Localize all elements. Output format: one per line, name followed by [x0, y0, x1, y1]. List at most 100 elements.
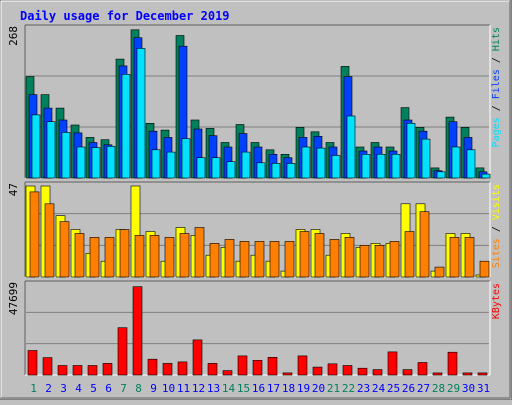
bar-sites-day-14: [224, 239, 235, 278]
x-tick-label-day-16: 16: [252, 382, 265, 395]
bar-pages-day-16: [256, 162, 266, 179]
bar-sites-day-23: [359, 245, 370, 278]
x-tick-label-day-7: 7: [120, 382, 127, 395]
x-axis-day-labels: 1 2 3 4 5 6 7 8 9 10 11 12 13 14 15 16 17 18 19 20 21 22 23 24 2…: [30, 382, 490, 395]
bar-kbytes-day-6: [102, 363, 113, 376]
bar-kbytes-day-30: [462, 372, 473, 376]
bar-pages-day-6: [106, 146, 116, 179]
chart-title: Daily usage for December 2019: [20, 9, 230, 23]
right-legend-label: Sites / Visits: [491, 184, 502, 268]
y-max-label: 47699: [7, 282, 20, 315]
bar-kbytes-day-12: [192, 339, 203, 376]
legend-sites: Sites: [491, 238, 502, 268]
bar-kbytes-day-13: [207, 363, 218, 376]
bar-kbytes-day-7: [117, 327, 128, 376]
bar-kbytes-day-1: [27, 350, 38, 376]
x-tick-label-day-2: 2: [45, 382, 52, 395]
bar-sites-day-3: [59, 221, 70, 278]
bar-sites-day-2: [44, 203, 55, 278]
bar-kbytes-day-4: [72, 365, 83, 376]
x-tick-label-day-13: 13: [207, 382, 220, 395]
bar-kbytes-day-31: [477, 372, 488, 376]
bar-sites-day-25: [389, 241, 400, 278]
x-tick-label-day-3: 3: [60, 382, 67, 395]
bar-sites-day-17: [269, 241, 280, 278]
bar-pages-day-11: [181, 138, 191, 179]
bar-kbytes-day-21: [327, 363, 338, 376]
x-tick-label-day-22: 22: [342, 382, 355, 395]
right-legend-label: KBytes: [491, 283, 502, 319]
x-tick-label-day-28: 28: [432, 382, 445, 395]
bar-kbytes-day-8: [132, 286, 143, 376]
x-tick-label-day-18: 18: [282, 382, 295, 395]
panel-kbytes: 47699 KBytes: [7, 280, 502, 376]
bar-pages-day-15: [241, 151, 251, 179]
x-tick-label-day-25: 25: [387, 382, 400, 395]
x-tick-label-day-14: 14: [222, 382, 236, 395]
bar-sites-day-1: [29, 191, 40, 278]
x-tick-label-day-30: 30: [462, 382, 475, 395]
x-tick-label-day-29: 29: [447, 382, 460, 395]
bar-kbytes-day-18: [282, 372, 293, 376]
x-tick-label-day-8: 8: [135, 382, 142, 395]
bar-pages-day-4: [76, 146, 86, 179]
bar-pages-day-2: [46, 121, 56, 179]
x-tick-label-day-6: 6: [105, 382, 112, 395]
bar-pages-day-26: [406, 123, 416, 179]
bar-pages-day-12: [196, 157, 206, 179]
bar-kbytes-day-19: [297, 355, 308, 376]
bar-pages-day-9: [151, 149, 161, 179]
x-tick-label-day-10: 10: [162, 382, 175, 395]
legend-separator: /: [491, 51, 502, 69]
x-tick-label-day-20: 20: [312, 382, 325, 395]
panel-hits-files-pages: 268 Pages / Files / Hits: [7, 24, 502, 179]
bar-sites-day-21: [329, 239, 340, 278]
x-tick-label-day-19: 19: [297, 382, 310, 395]
x-tick-label-day-23: 23: [357, 382, 370, 395]
bar-pages-day-19: [301, 146, 311, 179]
x-tick-label-day-1: 1: [30, 382, 37, 395]
bar-sites-day-12: [194, 227, 205, 278]
x-tick-label-day-31: 31: [477, 382, 490, 395]
bar-kbytes-day-15: [237, 355, 248, 376]
panel-background: [25, 281, 490, 375]
bar-kbytes-day-9: [147, 358, 158, 376]
legend-visits: Visits: [491, 184, 502, 220]
bar-pages-day-27: [421, 138, 431, 179]
bar-sites-day-29: [449, 237, 460, 278]
bar-kbytes-day-10: [162, 363, 173, 376]
legend-files: Files: [491, 69, 502, 99]
legend-separator: /: [491, 99, 502, 117]
legend-hits: Hits: [491, 27, 502, 51]
bar-pages-day-13: [211, 157, 221, 179]
x-tick-label-day-9: 9: [150, 382, 157, 395]
bar-kbytes-day-16: [252, 359, 263, 376]
bar-pages-day-22: [346, 115, 356, 179]
bar-sites-day-22: [344, 237, 355, 278]
bar-pages-day-1: [31, 114, 41, 179]
bar-sites-day-13: [209, 243, 220, 278]
bar-sites-day-7: [119, 229, 130, 278]
bar-pages-day-24: [376, 154, 386, 179]
legend-separator: /: [491, 220, 502, 238]
bar-sites-day-24: [374, 245, 385, 278]
bar-pages-day-18: [286, 163, 296, 179]
bar-sites-day-18: [284, 241, 295, 278]
bar-kbytes-day-14: [222, 370, 233, 376]
bar-pages-day-23: [361, 154, 371, 179]
bar-kbytes-day-28: [432, 372, 443, 376]
bar-sites-day-10: [164, 237, 175, 278]
panel-visits-sites: 47 Sites / Visits: [7, 181, 502, 278]
bar-pages-day-17: [271, 163, 281, 179]
bar-pages-day-3: [61, 132, 71, 179]
x-tick-label-day-4: 4: [75, 382, 82, 395]
y-max-label: 47: [7, 183, 20, 196]
bar-sites-day-30: [464, 237, 475, 278]
right-legend-label: Pages / Files / Hits: [491, 27, 502, 147]
bar-kbytes-day-29: [447, 351, 458, 376]
x-tick-label-day-5: 5: [90, 382, 97, 395]
bar-pages-day-20: [316, 147, 326, 179]
